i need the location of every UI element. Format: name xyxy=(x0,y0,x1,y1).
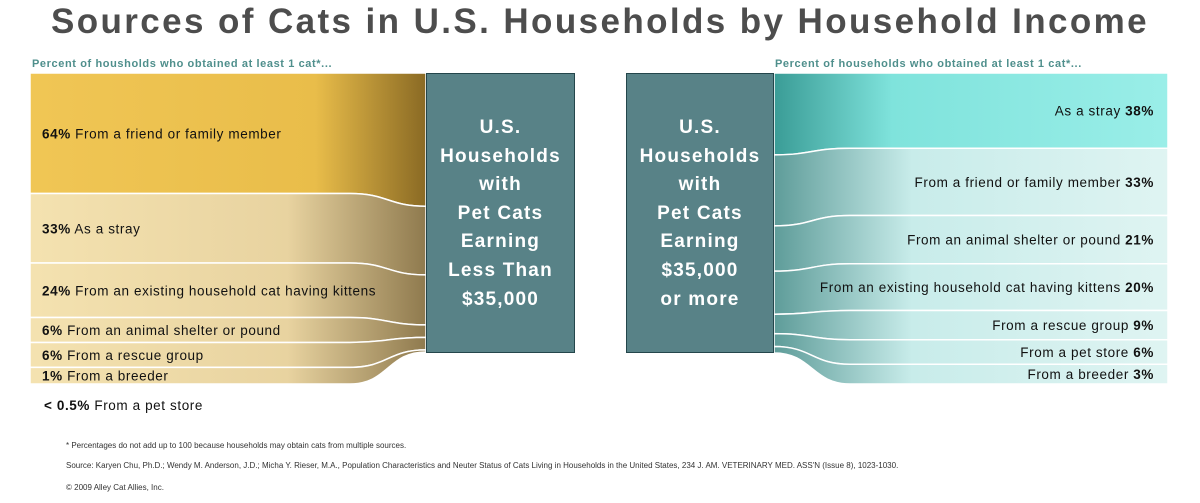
left-label-6: < 0.5% From a pet store xyxy=(44,398,203,413)
right-center-box: U.S. Households with Pet Cats Earning $35,000… xyxy=(626,73,774,353)
value-label: 9% xyxy=(1133,318,1154,333)
left-label-3: 6% From an animal shelter or pound xyxy=(42,323,281,338)
center-label-line: with xyxy=(678,174,722,196)
value-label: 64% xyxy=(42,126,71,141)
left-center-box: U.S. Households with Pet Cats Earning Less Th… xyxy=(426,73,575,353)
category-label: From a rescue group xyxy=(63,348,204,363)
right-label-1: From a friend or family member 33% xyxy=(915,175,1154,190)
left-subtitle: Percent of housholds who obtained at lea… xyxy=(32,58,333,70)
left-label-4: 6% From a rescue group xyxy=(42,348,204,363)
category-label: From an animal shelter or pound xyxy=(907,233,1125,248)
left-center-label: U.S. Households with Pet Cats Earning Less Th… xyxy=(427,114,574,314)
right-label-2: From an animal shelter or pound 21% xyxy=(907,233,1154,248)
value-label: 6% xyxy=(1133,345,1154,360)
value-label: 38% xyxy=(1125,104,1154,119)
category-label: From an existing household cat having ki… xyxy=(820,280,1125,295)
value-label: 1% xyxy=(42,369,63,384)
right-label-6: From a breeder 3% xyxy=(1027,367,1154,382)
value-label: 6% xyxy=(42,323,63,338)
value-label: 24% xyxy=(42,283,71,298)
right-band-6 xyxy=(773,345,1169,385)
category-label: From a breeder xyxy=(1027,367,1133,382)
right-label-5: From a pet store 6% xyxy=(1020,345,1154,360)
value-label: 3% xyxy=(1133,367,1154,382)
category-label: As a stray xyxy=(1055,104,1125,119)
left-label-1: 33% As a stray xyxy=(42,221,140,236)
page-title: Sources of Cats in U.S. Households by Ho… xyxy=(50,2,1150,41)
center-label-line: Less Than xyxy=(448,259,553,281)
center-label-line: or more xyxy=(660,288,740,310)
category-label: From a breeder xyxy=(63,369,169,384)
value-label: 20% xyxy=(1125,280,1154,295)
category-label: From an animal shelter or pound xyxy=(63,323,281,338)
center-label-line: $35,000 xyxy=(461,288,540,310)
value-label: 21% xyxy=(1125,233,1154,248)
category-label: From a friend or family member xyxy=(915,175,1126,190)
center-label-line: Households xyxy=(639,145,761,167)
center-label-line: with xyxy=(479,174,522,196)
category-label: From an existing household cat having ki… xyxy=(71,283,376,298)
category-label: From a pet store xyxy=(1020,345,1133,360)
right-subtitle: Percent of households who obtained at le… xyxy=(775,58,1082,70)
value-label: 33% xyxy=(1125,175,1154,190)
center-label-line: U.S. xyxy=(479,117,522,138)
left-label-2: 24% From an existing household cat havin… xyxy=(42,283,376,298)
center-label-line: Households xyxy=(440,145,561,167)
category-label: From a rescue group xyxy=(992,318,1133,333)
right-label-0: As a stray 38% xyxy=(1055,104,1154,119)
center-label-line: Earning xyxy=(660,231,740,253)
center-label-line: Earning xyxy=(460,231,541,253)
footnote-source: Source: Karyen Chu, Ph.D.; Wendy M. Ande… xyxy=(66,461,899,470)
value-label: 33% xyxy=(42,221,71,236)
value-label: < 0.5% xyxy=(44,398,90,413)
center-label-line: $35,000 xyxy=(661,259,739,281)
value-label: 6% xyxy=(42,348,63,363)
left-band-5 xyxy=(29,349,427,385)
footnote-copyright: © 2009 Alley Cat Allies, Inc. xyxy=(66,483,164,492)
right-center-label: U.S. Households with Pet Cats Earning $35,000… xyxy=(627,114,773,314)
right-label-3: From an existing household cat having ki… xyxy=(820,280,1154,295)
footnote-note: * Percentages do not add up to 100 becau… xyxy=(66,441,407,450)
category-label: From a friend or family member xyxy=(71,126,282,141)
category-label: As a stray xyxy=(71,221,141,236)
category-label: From a pet store xyxy=(90,398,203,413)
right-label-4: From a rescue group 9% xyxy=(992,318,1154,333)
center-label-line: U.S. xyxy=(679,117,721,138)
left-label-5: 1% From a breeder xyxy=(42,369,169,384)
center-label-line: Pet Cats xyxy=(457,202,544,224)
center-label-line: Pet Cats xyxy=(657,202,743,224)
left-label-0: 64% From a friend or family member xyxy=(42,126,281,141)
